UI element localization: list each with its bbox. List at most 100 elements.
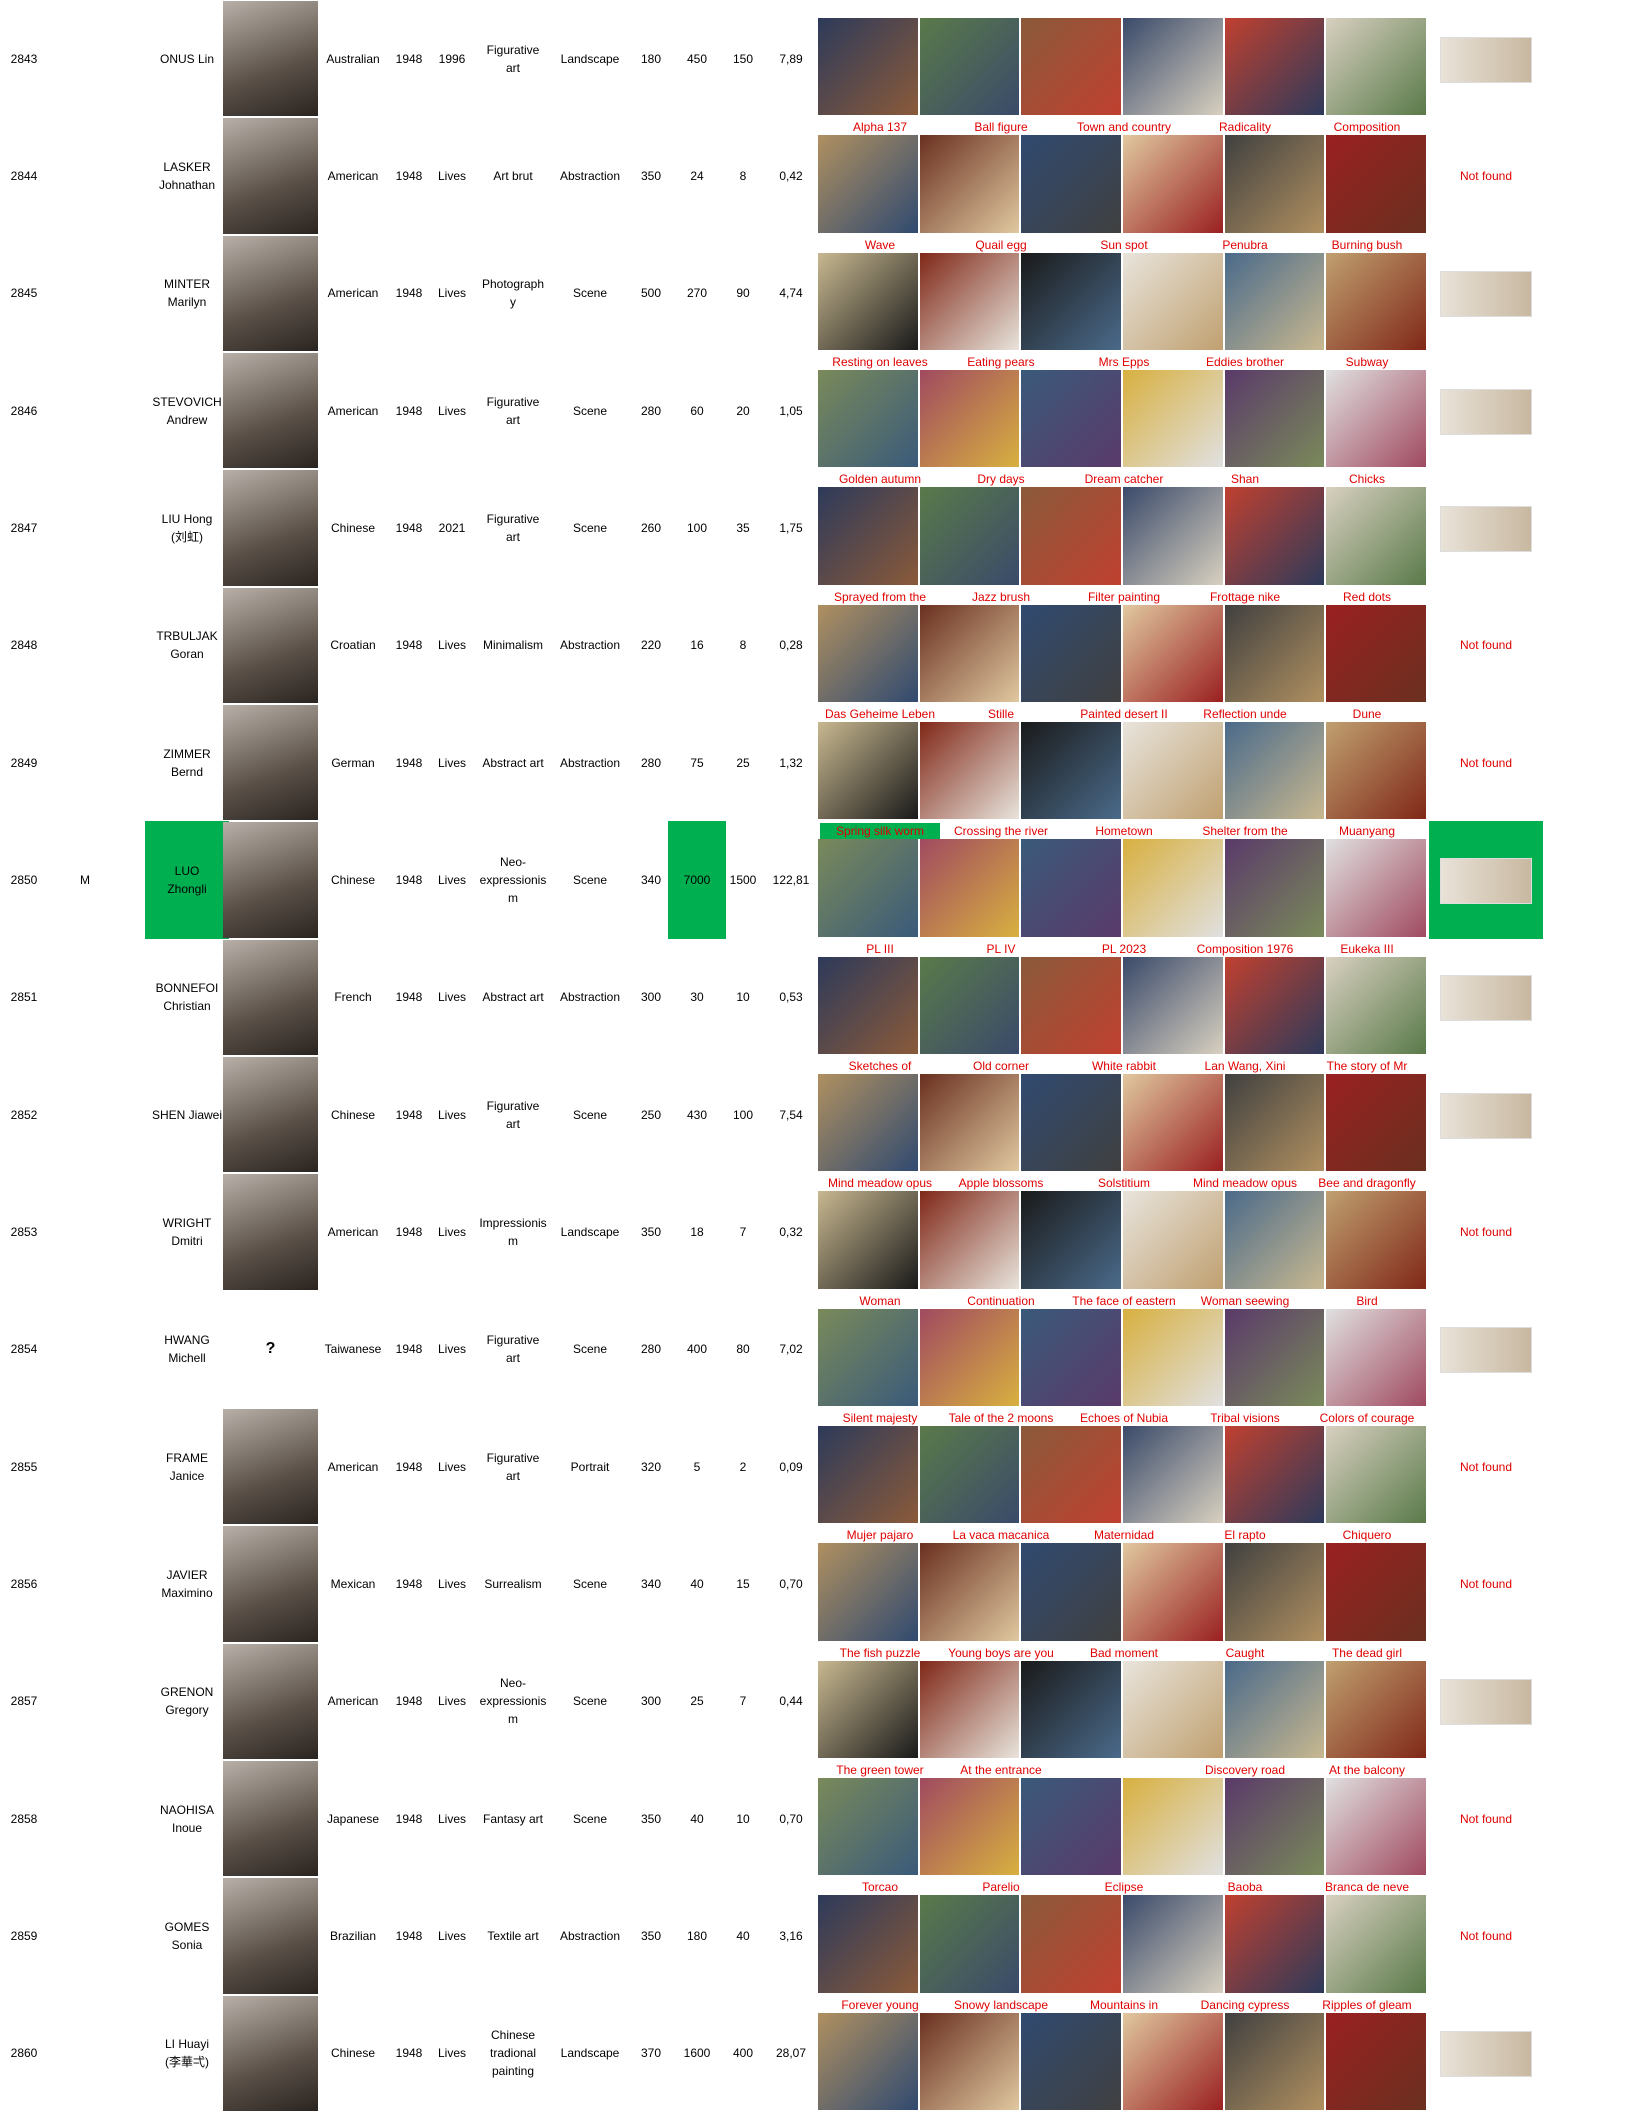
name-line: Sonia <box>171 1937 203 1952</box>
cell-movement: Neo-expressionis m <box>473 821 553 938</box>
cell-id: 2852 <box>10 1107 38 1122</box>
cell-died: Lives <box>437 1342 466 1357</box>
name-line: BONNEFOI <box>155 981 219 996</box>
signature-image <box>1440 1092 1532 1139</box>
artwork-title: Frottage nike <box>1209 589 1281 604</box>
name-line: MINTER <box>164 277 210 292</box>
signature-image <box>1440 388 1532 435</box>
cell-v1: 350 <box>640 1811 662 1826</box>
artwork-image <box>1326 1543 1426 1641</box>
cell-name: LASKER Johnathan <box>151 117 223 234</box>
cell-id: 2843 <box>10 51 38 66</box>
artist-photo <box>223 1878 318 1994</box>
artwork-image <box>1021 370 1121 468</box>
artwork-image <box>1224 1895 1325 1993</box>
cell-died: Lives <box>437 1928 466 1943</box>
cell-v3: 40 <box>736 1928 750 1943</box>
cell-v2: 16 <box>690 638 704 653</box>
cell-v3: 90 <box>736 286 750 301</box>
cell-name: GRENON Gregory <box>151 1643 223 1760</box>
cell-died: Lives <box>437 2046 466 2061</box>
artwork-image <box>818 18 918 116</box>
artwork-title: White rabbit <box>1091 1059 1157 1073</box>
cell-id: 2856 <box>10 1576 38 1591</box>
cell-died: 1996 <box>438 51 466 66</box>
cell-nationality: Chinese <box>330 1107 376 1122</box>
artwork-title: Sprayed from the <box>833 589 927 604</box>
artwork-title: Mind meadow opus <box>1192 1176 1298 1191</box>
cell-v3: 100 <box>732 1107 754 1122</box>
movement-line: expressionis <box>479 1694 547 1709</box>
movement-line: expressionis <box>479 872 547 887</box>
cell-name: TRBULJAK Goran <box>151 587 223 704</box>
name-line: Johnathan <box>158 177 216 192</box>
artwork-image <box>818 370 918 468</box>
artist-photo <box>223 1761 318 1877</box>
cell-name: NAOHISA Inoue <box>151 1760 223 1877</box>
movement-line: art <box>505 1116 520 1131</box>
artwork-title: Composition 1976 <box>1196 941 1294 956</box>
cell-id: 2848 <box>10 638 38 653</box>
artwork-title: Tribal visions <box>1210 1411 1280 1425</box>
cell-died: Lives <box>437 872 466 887</box>
artwork-image <box>1326 1778 1426 1876</box>
artwork-image <box>1021 252 1121 350</box>
artwork-image <box>1021 135 1121 233</box>
cell-v4: 7,54 <box>779 1107 803 1122</box>
cell-genre: Scene <box>572 403 608 418</box>
cell-born: 1948 <box>395 1342 423 1357</box>
artwork-image <box>1123 1426 1223 1524</box>
movement-line: Fantasy art <box>482 1811 544 1826</box>
signature-image <box>1440 1679 1532 1726</box>
name-line: STEVOVICH <box>152 394 222 409</box>
cell-v4: 0,28 <box>779 638 803 653</box>
artwork-title: Woman seewing <box>1200 1293 1290 1308</box>
name-line: Zhongli <box>167 881 207 896</box>
name-line: LUO <box>174 863 200 878</box>
artwork-image <box>1326 1074 1426 1172</box>
cell-id: 2858 <box>10 1811 38 1826</box>
artwork-image <box>919 1778 1020 1876</box>
cell-v4: 0,09 <box>779 1459 803 1474</box>
artwork-title: Tale of the 2 moons <box>948 1411 1054 1425</box>
artwork-image <box>1326 135 1426 233</box>
cell-born: 1948 <box>395 1224 423 1239</box>
cell-v2: 40 <box>690 1811 704 1826</box>
cell-genre: Landscape <box>560 2046 620 2061</box>
artwork-title: Forever young <box>841 1997 919 2012</box>
signature-image <box>1440 1327 1532 1374</box>
cell-v1: 350 <box>640 168 662 183</box>
cell-v2: 24 <box>690 168 704 183</box>
cell-name: GOMES Sonia <box>151 1877 223 1994</box>
cell-name: STEVOVICH Andrew <box>151 352 223 469</box>
cell-died: Lives <box>437 1224 466 1239</box>
cell-v2: 270 <box>686 286 708 301</box>
artwork-image <box>1224 370 1325 468</box>
artwork-image <box>818 1543 918 1641</box>
movement-line: Neo- <box>499 1676 526 1691</box>
artwork-image <box>1224 1191 1325 1289</box>
artwork-image <box>1326 2012 1426 2110</box>
artwork-image <box>1021 839 1121 937</box>
artwork-image <box>1123 2012 1223 2110</box>
artwork-image <box>1224 2012 1325 2110</box>
artwork-image <box>1123 487 1223 585</box>
cell-v1: 350 <box>640 1224 662 1239</box>
artist-photo <box>223 939 318 1055</box>
movement-line: Figurative <box>486 1098 540 1113</box>
cell-genre: Abstraction <box>559 990 621 1005</box>
artwork-image <box>1021 1895 1121 1993</box>
cell-id: 2845 <box>10 286 38 301</box>
name-line: ONUS Lin <box>159 51 215 66</box>
cell-nationality: German <box>331 755 375 770</box>
artwork-title: Dancing cypress <box>1200 1997 1290 2012</box>
movement-line: Abstract art <box>482 990 544 1005</box>
movement-line: Figurative <box>486 511 540 526</box>
artwork-image <box>919 370 1020 468</box>
cell-v2: 30 <box>690 990 704 1005</box>
artwork-image <box>818 1308 918 1406</box>
cell-born: 1948 <box>395 1928 423 1943</box>
movement-line: Figurative <box>486 394 540 409</box>
cell-v4: 122,81 <box>772 872 810 887</box>
name-line: (刘虹) <box>171 529 203 544</box>
